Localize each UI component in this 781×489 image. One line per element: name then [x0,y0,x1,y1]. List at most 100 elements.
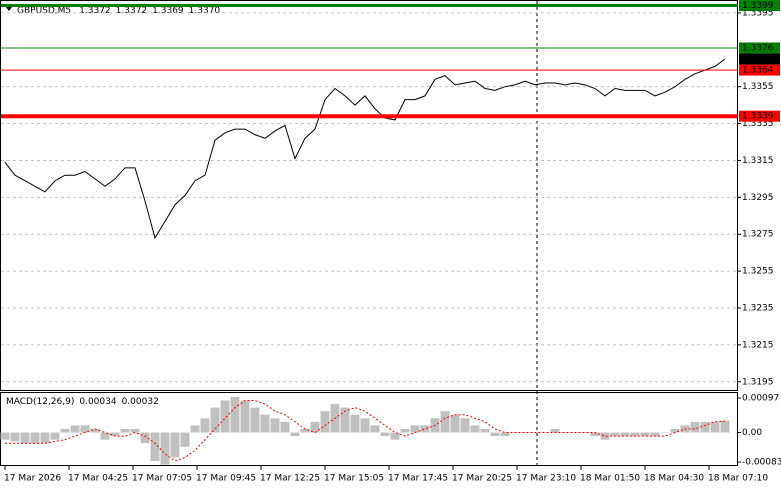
symbol-title: GBPUSD,M5 [17,6,71,16]
macd-bar [10,432,20,442]
macd-bar [20,432,30,444]
macd-bar [470,425,480,433]
macd-bar [310,421,320,433]
macd-pane [0,392,738,466]
macd-bar [240,400,250,433]
macd-bar [220,400,230,433]
level-label: 1.3364 [742,66,774,76]
macd-bar [350,414,360,433]
macd-bar [590,432,600,437]
y-tick-label: 0.00 [742,428,762,438]
y-tick-label: 1.3395 [742,8,774,18]
macd-bar [560,432,570,434]
x-tick-label: 18 Mar 07:10 [708,474,768,484]
macd-bar [700,421,710,433]
x-tick-label: 17 Mar 17:45 [388,474,448,484]
macd-bar [490,432,500,437]
macd-bar [210,407,220,433]
macd-bar [450,414,460,433]
dropdown-icon [6,7,12,11]
y-tick-label: 0.00097 [742,393,779,403]
macd-bar [410,425,420,433]
macd-bar [380,432,390,437]
high: 1.3372 [116,6,148,16]
macd-bar [320,411,330,433]
macd-bar [130,428,140,433]
macd-bar [200,418,210,433]
chart-header: GBPUSD,M5 1.3372 1.3372 1.3369 1.3370 [17,6,220,16]
macd-bar [170,432,180,458]
y-tick-label: 1.3235 [742,304,774,314]
macd-bar [690,421,700,433]
y-tick-label: 1.3355 [742,82,774,92]
macd-bar [60,428,70,433]
x-tick-label: 18 Mar 04:30 [644,474,704,484]
x-tick-label: 17 Mar 23:10 [516,474,576,484]
macd-bar [650,432,660,437]
level-label-box [739,110,780,122]
macd-bar [80,425,90,433]
macd-bar [0,432,10,440]
level-label-box [739,0,780,12]
macd-bar [360,418,370,433]
level-label-box [739,42,780,54]
x-tick-label: 17 Mar 15:05 [324,474,384,484]
macd-bar [390,432,400,440]
macd-bar [50,432,60,440]
macd-bar [90,428,100,433]
macd-bar [520,432,530,434]
level-label-box [739,64,780,76]
x-tick-label: 17 Mar 09:45 [196,474,256,484]
macd-bar [180,432,190,447]
y-tick-label: 1.3275 [742,230,774,240]
y-tick-label: 1.3255 [742,267,774,277]
macd-bar [40,432,50,444]
macd-bar [540,432,550,434]
macd-bar [500,432,510,437]
y-tick-label: 1.3315 [742,156,774,166]
main-pane [0,0,738,391]
x-tick-label: 17 Mar 2026 [4,474,61,484]
close: 1.3370 [189,6,221,16]
macd-bar [640,432,650,437]
x-tick-label: 18 Mar 01:50 [580,474,640,484]
macd-bar [30,432,40,444]
macd-bar [710,421,720,433]
macd-bar [340,407,350,433]
macd-bar [420,425,430,433]
level-label: 1.3339 [742,112,774,122]
macd-bar [250,407,260,433]
y-tick-label: -0.00083 [742,458,781,468]
macd-value: 0.00034 [79,397,116,407]
macd-bar [120,428,130,433]
price-line [4,58,726,240]
macd-bar [260,414,270,433]
macd-bar [440,411,450,433]
x-tick-label: 17 Mar 20:25 [452,474,512,484]
macd-bar [290,432,300,437]
macd-bar [480,428,490,433]
y-tick-label: 1.3215 [742,340,774,350]
macd-bar [270,418,280,433]
open: 1.3372 [79,6,111,16]
y-tick-label: 1.3295 [742,193,774,203]
y-tick-label: 1.3335 [742,119,774,129]
macd-bar [550,428,560,433]
x-tick-label: 17 Mar 07:05 [132,474,192,484]
macd-bar [150,432,160,462]
macd-bar [630,432,640,437]
macd-bar [460,418,470,433]
macd-bar [70,425,80,433]
macd-bar [140,432,150,444]
macd-title: MACD(12,26,9) [6,397,74,407]
macd-bar [190,425,200,433]
macd-bar [620,432,630,437]
macd-bar [670,428,680,433]
signal-value: 0.00032 [122,397,159,407]
last-price-box [739,53,780,65]
macd-bar [110,432,120,437]
last-price-label: 1.3370 [742,55,774,65]
macd-bar [400,428,410,433]
